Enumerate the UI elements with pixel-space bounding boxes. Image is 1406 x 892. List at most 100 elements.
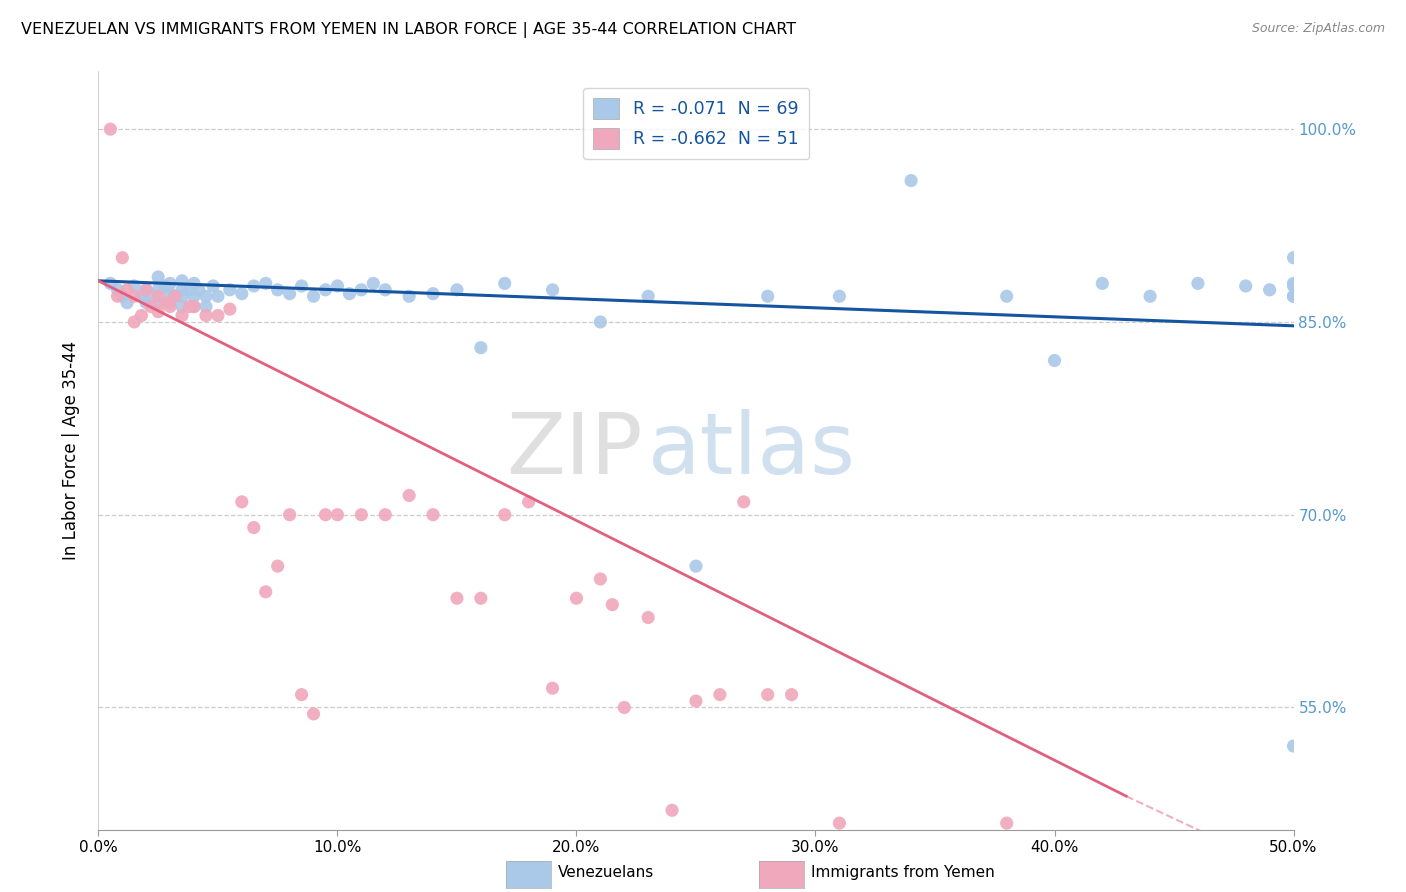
Point	[179, 283, 201, 297]
Point	[183, 289, 205, 303]
Point	[780, 688, 803, 702]
Point	[363, 277, 385, 291]
Point	[685, 559, 707, 574]
Point	[398, 488, 420, 502]
Text: Immigrants from Yemen: Immigrants from Yemen	[811, 865, 995, 880]
Point	[291, 688, 314, 702]
Point	[602, 598, 624, 612]
Point	[339, 286, 361, 301]
Point	[1139, 289, 1161, 303]
Point	[131, 309, 153, 323]
Point	[350, 283, 373, 297]
Point	[517, 495, 540, 509]
Point	[195, 309, 218, 323]
Point	[565, 591, 588, 606]
Point	[155, 295, 177, 310]
Point	[470, 341, 492, 355]
Point	[179, 300, 201, 314]
Point	[1043, 353, 1066, 368]
Text: Venezuelans: Venezuelans	[558, 865, 654, 880]
Point	[995, 816, 1018, 830]
Point	[494, 508, 516, 522]
Point	[422, 286, 444, 301]
Point	[267, 559, 290, 574]
Point	[1282, 739, 1305, 753]
Point	[1282, 277, 1305, 291]
Point	[172, 309, 194, 323]
Point	[111, 289, 134, 303]
Point	[756, 688, 779, 702]
Point	[139, 300, 162, 314]
Point	[326, 508, 349, 522]
Point	[254, 584, 277, 599]
Point	[124, 289, 146, 303]
Point	[733, 495, 755, 509]
Text: VENEZUELAN VS IMMIGRANTS FROM YEMEN IN LABOR FORCE | AGE 35-44 CORRELATION CHART: VENEZUELAN VS IMMIGRANTS FROM YEMEN IN L…	[21, 22, 796, 38]
Point	[398, 289, 420, 303]
Point	[195, 300, 218, 314]
Point	[163, 289, 186, 303]
Point	[613, 700, 636, 714]
Point	[131, 289, 153, 303]
Point	[541, 681, 564, 696]
Point	[302, 706, 325, 721]
Point	[183, 300, 205, 314]
Point	[107, 283, 129, 297]
Point	[111, 251, 134, 265]
Point	[207, 309, 229, 323]
Point	[326, 279, 349, 293]
Point	[589, 572, 612, 586]
Point	[124, 315, 146, 329]
Point	[1282, 289, 1305, 303]
Point	[183, 300, 205, 314]
Point	[159, 300, 181, 314]
Y-axis label: In Labor Force | Age 35-44: In Labor Force | Age 35-44	[62, 341, 80, 560]
Point	[219, 283, 242, 297]
Point	[172, 274, 194, 288]
Point	[541, 283, 564, 297]
Point	[148, 283, 170, 297]
Point	[278, 286, 301, 301]
Point	[291, 279, 314, 293]
Point	[1282, 289, 1305, 303]
Point	[494, 277, 516, 291]
Point	[98, 277, 122, 291]
Point	[1187, 277, 1209, 291]
Point	[637, 289, 659, 303]
Point	[139, 289, 162, 303]
Point	[163, 289, 186, 303]
Point	[756, 289, 779, 303]
Point	[155, 279, 177, 293]
Point	[98, 122, 122, 136]
Point	[172, 289, 194, 303]
Point	[243, 520, 266, 534]
Point	[231, 286, 253, 301]
Point	[254, 277, 277, 291]
Point	[828, 289, 851, 303]
Point	[589, 315, 612, 329]
Point	[350, 508, 373, 522]
Point	[159, 277, 181, 291]
Point	[187, 283, 209, 297]
Point	[183, 277, 205, 291]
Point	[637, 610, 659, 624]
Point	[661, 803, 683, 817]
Point	[278, 508, 301, 522]
Point	[135, 283, 157, 297]
Legend: R = -0.071  N = 69, R = -0.662  N = 51: R = -0.071 N = 69, R = -0.662 N = 51	[582, 87, 810, 160]
Point	[302, 289, 325, 303]
Point	[995, 289, 1018, 303]
Text: Source: ZipAtlas.com: Source: ZipAtlas.com	[1251, 22, 1385, 36]
Point	[1282, 251, 1305, 265]
Point	[315, 508, 337, 522]
Point	[159, 286, 181, 301]
Point	[207, 289, 229, 303]
Point	[374, 283, 396, 297]
Point	[446, 591, 468, 606]
Point	[231, 495, 253, 509]
Point	[709, 688, 731, 702]
Point	[135, 295, 157, 310]
Point	[315, 283, 337, 297]
Point	[172, 300, 194, 314]
Point	[470, 591, 492, 606]
